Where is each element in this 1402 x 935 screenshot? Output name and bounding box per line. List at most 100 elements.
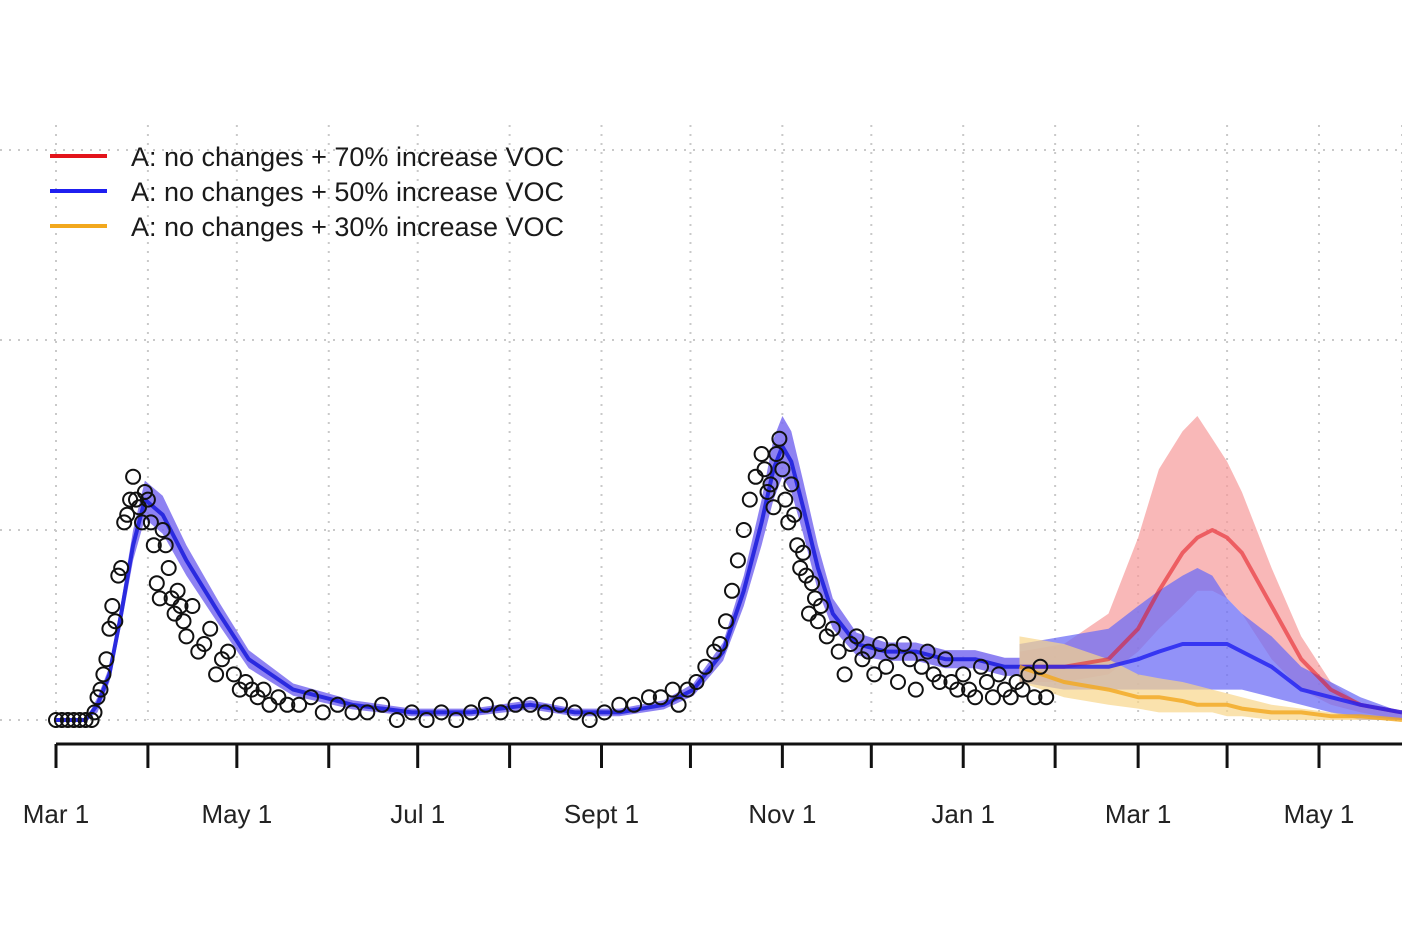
observation-point [148, 575, 165, 592]
observation-point [172, 598, 189, 614]
observation-point [448, 712, 465, 728]
x-tick-label: Jan 1 [931, 799, 995, 829]
observation-point [86, 704, 103, 721]
observation-point [697, 658, 714, 675]
observation-point [433, 704, 450, 721]
observation-point [1020, 666, 1037, 683]
observation-point [83, 712, 100, 728]
observation-point [978, 674, 995, 690]
observation-point [830, 643, 847, 660]
observation-point [765, 499, 782, 516]
series-line-30pct [1018, 664, 1402, 722]
observation-point [279, 696, 296, 713]
observation-point [139, 491, 156, 508]
observation-point [92, 681, 109, 698]
observation-point [104, 598, 121, 614]
observation-point [759, 484, 776, 500]
observation-point [157, 537, 174, 554]
observation-point [812, 598, 829, 614]
observation-point [937, 651, 954, 668]
observation-point [783, 476, 800, 493]
observation-point [359, 704, 376, 721]
observation-point [949, 681, 966, 698]
observation-point [741, 491, 758, 508]
observation-point [136, 484, 153, 500]
x-tick-label: Nov 1 [748, 799, 816, 829]
observation-point [824, 620, 841, 637]
observation-point [71, 712, 88, 728]
series-line-70pct [1019, 528, 1402, 715]
observation-point [202, 620, 219, 637]
observation-point [890, 674, 906, 690]
observation-point [160, 560, 177, 576]
observation-point [907, 681, 924, 698]
observation-point [771, 430, 788, 447]
x-tick-label: May 1 [1284, 799, 1355, 829]
observation-point [1038, 689, 1055, 706]
observation-point [522, 696, 539, 713]
observation-point [753, 446, 770, 462]
observation-point [48, 712, 64, 728]
observation-point [1032, 658, 1049, 675]
observation-point [403, 704, 420, 721]
observation-point [809, 613, 826, 630]
observation-point [967, 689, 984, 706]
observation-point [65, 712, 82, 728]
observation-point [1026, 689, 1043, 706]
observation-point [270, 689, 287, 706]
series-line-50pct [1019, 642, 1402, 715]
observation-point [931, 674, 948, 690]
legend-label: A: no changes + 70% increase VOC [131, 142, 564, 172]
x-axis: Mar 1 May 1 Jul 1 Sept 1 Nov 1 Jan 1 Mar 1 May … [23, 742, 1402, 829]
observation-point [291, 696, 308, 713]
observation-point [836, 666, 853, 683]
x-tick-label: Mar 1 [23, 799, 89, 829]
observation-point [756, 461, 773, 478]
observation-point [762, 476, 779, 493]
observation-point [774, 461, 791, 478]
observation-point [990, 666, 1007, 683]
observation-point [154, 522, 171, 538]
observation-point [872, 636, 889, 652]
fit-line [56, 444, 1020, 722]
observation-point [552, 696, 568, 713]
observation-point [735, 522, 752, 538]
observation-point [463, 704, 480, 721]
observation-point [145, 537, 162, 554]
observation-point [688, 674, 705, 690]
observation-point [151, 590, 168, 607]
fit-band [56, 416, 1020, 720]
x-tick-label: Jul 1 [390, 799, 445, 829]
observation-point [804, 575, 820, 592]
observation-point [116, 514, 133, 531]
observation-point [670, 696, 687, 713]
observation-point [125, 468, 142, 485]
observation-point [664, 681, 681, 698]
observation-point [134, 514, 150, 531]
observation-point [901, 651, 918, 668]
observation-point [768, 446, 785, 462]
observation-point [255, 681, 272, 698]
observation-point [107, 613, 124, 630]
observation-point [374, 696, 391, 713]
observation-point [984, 689, 1001, 706]
observation-point [973, 658, 989, 675]
observation-point [225, 666, 242, 683]
observation-point [866, 666, 883, 683]
observation-point [208, 666, 225, 683]
observation-point [895, 636, 912, 652]
observation-point [178, 628, 195, 645]
observation-point [98, 651, 115, 668]
observation-point [169, 582, 186, 599]
observation-point [1002, 689, 1019, 706]
observation-point [955, 666, 972, 683]
observation-point [777, 491, 794, 508]
observation-point [913, 658, 930, 675]
observation-point [747, 468, 764, 485]
observation-point [878, 658, 895, 675]
observation-point [314, 704, 331, 721]
observation-point [652, 689, 669, 706]
observation-point [184, 598, 201, 614]
observation-point [261, 696, 278, 713]
observation-point [848, 628, 865, 645]
